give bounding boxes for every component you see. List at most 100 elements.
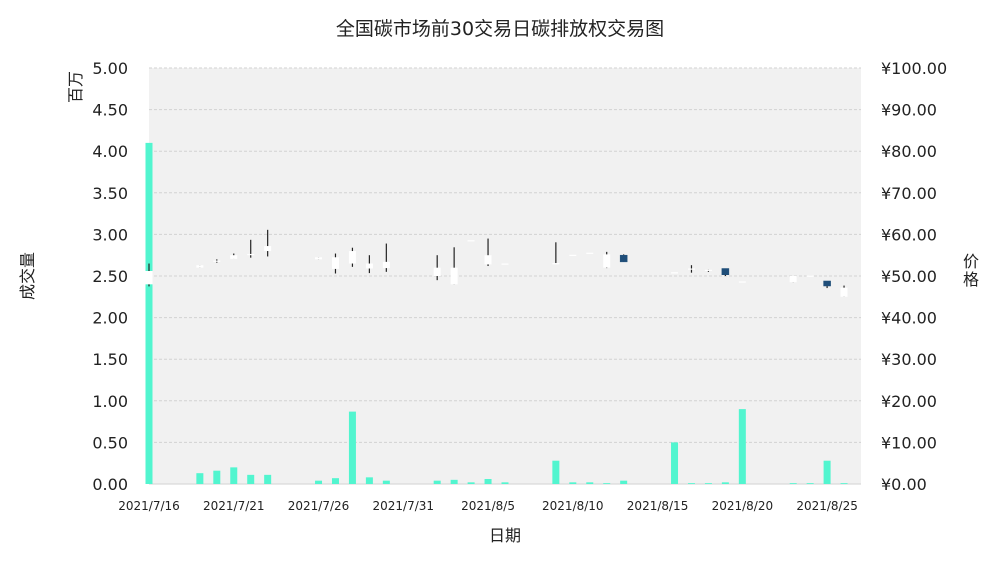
left-y-tick-label: 3.00: [92, 225, 128, 244]
volume-bar: [603, 483, 611, 484]
candle-body: [704, 269, 712, 271]
candlestick: [569, 254, 577, 256]
candle-body: [331, 257, 339, 269]
volume-bar: [704, 483, 712, 484]
x-tick-label: 2021/8/15: [627, 499, 689, 513]
candle-body: [315, 257, 323, 260]
candlestick: [501, 263, 509, 265]
right-y-tick-label: ¥70.00: [881, 184, 937, 203]
candlestick: [484, 238, 492, 267]
candle-body: [552, 263, 560, 265]
volume-bar: [823, 460, 831, 484]
volume-bar: [348, 411, 356, 484]
volume-bar: [196, 473, 204, 484]
candlestick: [331, 253, 339, 274]
right-y-tick-label: ¥30.00: [881, 350, 937, 369]
x-tick-label: 2021/7/16: [118, 499, 180, 513]
candle-body: [484, 255, 492, 265]
left-y-tick-label: 1.00: [92, 392, 128, 411]
left-y-tick-label: 5.00: [92, 59, 128, 78]
candlestick: [230, 253, 238, 259]
candlestick: [840, 285, 848, 297]
candlestick: [671, 272, 679, 274]
candle-body: [247, 253, 255, 256]
candlestick: [264, 229, 272, 257]
volume-bar: [145, 142, 153, 484]
right-axis-label: 价格: [963, 252, 979, 289]
right-y-tick-label: ¥20.00: [881, 392, 937, 411]
candlestick: [145, 263, 153, 287]
x-tick-label: 2021/8/5: [461, 499, 515, 513]
left-y-tick-label: 0.00: [92, 475, 128, 494]
x-tick-label: 2021/8/10: [542, 499, 604, 513]
volume-bar: [331, 478, 339, 484]
volume-bar: [450, 479, 458, 484]
volume-bar: [247, 474, 255, 484]
x-tick-label: 2021/8/20: [712, 499, 774, 513]
volume-bars: [145, 142, 848, 484]
left-y-tick-label: 3.50: [92, 184, 128, 203]
candlestick: [450, 247, 458, 285]
candlestick: [789, 276, 797, 283]
volume-bar: [789, 483, 797, 484]
volume-bar: [687, 483, 695, 484]
left-y-tick-label: 4.50: [92, 101, 128, 120]
left-y-tick-label: 2.00: [92, 309, 128, 328]
candle-body: [603, 254, 611, 268]
volume-bar: [467, 482, 475, 484]
candlestick: [619, 254, 628, 263]
candle-body: [823, 280, 831, 287]
x-axis: 2021/7/16 2021/7/21 2021/7/26 2021/7/31 2021…: [118, 499, 858, 513]
volume-bar: [806, 483, 814, 484]
candlestick: [704, 269, 712, 272]
candlestick: [348, 247, 356, 267]
candle-body: [569, 254, 577, 256]
candlestick: [806, 275, 814, 277]
candle-body: [671, 272, 679, 274]
volume-bar: [213, 470, 221, 484]
right-y-tick-label: ¥90.00: [881, 101, 937, 120]
right-y-tick-label: ¥80.00: [881, 142, 937, 161]
candle-body: [619, 254, 628, 263]
left-y-tick-label: 4.00: [92, 142, 128, 161]
right-y-tick-label: ¥50.00: [881, 267, 937, 286]
volume-bar: [569, 482, 577, 484]
volume-bar: [671, 442, 679, 484]
volume-bar: [315, 480, 323, 484]
volume-bar: [586, 482, 594, 484]
volume-bar: [264, 474, 272, 484]
right-y-tick-label: ¥0.00: [881, 475, 927, 494]
x-axis-label: 日期: [489, 526, 521, 545]
candle-body: [789, 276, 797, 283]
candle-body: [348, 251, 356, 264]
candle-body: [230, 255, 238, 259]
candlestick: [687, 265, 695, 273]
candlestick: [382, 243, 390, 272]
candle-body: [721, 268, 730, 276]
candle-body: [196, 265, 204, 268]
candlestick: [213, 259, 221, 263]
volume-bar: [501, 482, 509, 484]
x-tick-label: 2021/7/21: [203, 499, 265, 513]
volume-bar: [738, 409, 746, 484]
x-tick-label: 2021/8/25: [796, 499, 858, 513]
candlestick: [315, 257, 323, 260]
candlestick: [738, 281, 746, 283]
candle-body: [840, 287, 848, 297]
volume-bar: [620, 480, 628, 484]
left-axis-label: 成交量: [18, 252, 37, 300]
price-candlesticks: [145, 229, 848, 297]
volume-bar: [840, 483, 848, 484]
candle-body: [145, 271, 153, 285]
right-y-tick-label: ¥40.00: [881, 309, 937, 328]
volume-bar: [433, 480, 441, 484]
candle-body: [433, 267, 441, 276]
candlestick: [721, 268, 730, 276]
candle-body: [687, 268, 695, 270]
volume-bar: [382, 480, 390, 484]
left-axis-unit: 百万: [66, 71, 85, 103]
right-y-tick-label: ¥100.00: [881, 59, 947, 78]
candle-body: [382, 261, 390, 269]
left-y-tick-label: 2.50: [92, 267, 128, 286]
volume-bar: [484, 479, 492, 484]
